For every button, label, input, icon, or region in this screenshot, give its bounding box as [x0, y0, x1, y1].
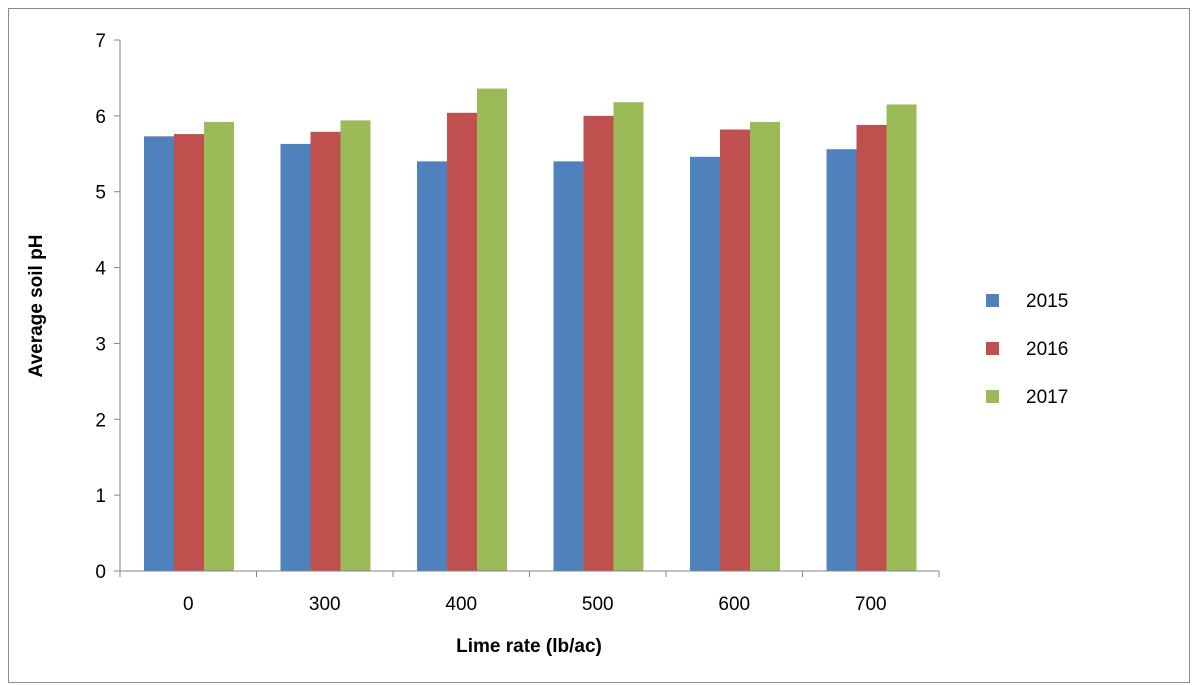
y-tick-label: 0: [95, 562, 106, 583]
y-tick-label: 5: [95, 183, 106, 204]
bar-2017-600: [750, 121, 780, 571]
legend: 2015 2016 2017: [986, 291, 1068, 408]
y-tick-label: 7: [95, 31, 106, 52]
y-tick-label: 3: [95, 334, 106, 355]
bar-2016-500: [583, 115, 614, 571]
bar-2015-600: [690, 156, 720, 571]
bar-2016-0: [174, 134, 204, 571]
legend-swatch-2017: [986, 390, 999, 403]
legend-label-2015: 2015: [1026, 291, 1068, 312]
bar-2016-600: [720, 129, 750, 572]
chart-frame: [8, 8, 1190, 683]
y-tick-label: 1: [95, 486, 106, 507]
legend-label-2017: 2017: [1026, 387, 1068, 408]
bar-2017-700: [886, 104, 917, 571]
x-tick-label: 0: [183, 594, 194, 615]
x-tick-label: 500: [582, 594, 614, 615]
legend-swatch-2015: [986, 294, 999, 307]
bar-2016-700: [856, 124, 887, 572]
y-axis-title: Average soil pH: [26, 235, 47, 378]
x-axis-title: Lime rate (lb/ac): [456, 636, 602, 657]
y-tick-label: 2: [95, 410, 106, 431]
bar-2015-0: [144, 136, 174, 572]
bar-2017-0: [204, 121, 234, 571]
bar-2015-500: [553, 161, 584, 571]
x-tick-label: 400: [445, 594, 477, 615]
y-tick-label: 4: [95, 259, 106, 280]
x-tick-label: 700: [855, 594, 887, 615]
bar-2015-300: [280, 143, 311, 571]
bar-2017-400: [477, 88, 507, 571]
bar-2016-300: [310, 131, 341, 571]
bar-2015-400: [417, 161, 447, 571]
legend-label-2016: 2016: [1026, 339, 1068, 360]
x-tick-label: 600: [718, 594, 750, 615]
legend-swatch-2016: [986, 342, 999, 355]
axes-layer: [119, 40, 939, 572]
bars-layer: [144, 88, 917, 572]
bar-2017-300: [340, 120, 371, 571]
bar-2015-700: [826, 149, 857, 571]
x-ticks: 0 300 400 500 600 700: [119, 571, 940, 615]
y-tick-label: 6: [95, 107, 106, 128]
x-tick-label: 300: [309, 594, 341, 615]
bar-2017-500: [613, 102, 644, 572]
y-ticks: 0 1 2 3 4 5 6 7: [95, 31, 120, 583]
bar-2016-400: [447, 112, 477, 571]
